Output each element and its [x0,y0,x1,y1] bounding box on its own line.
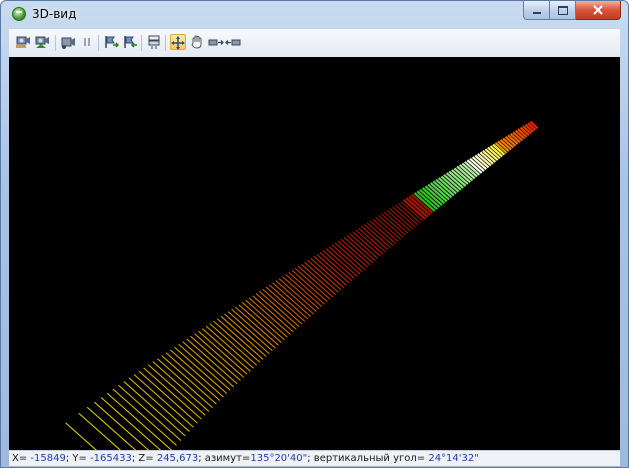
scan-line [113,389,177,445]
vertical-angle-value: 24°14'32" [428,453,479,464]
record-icon [60,34,76,50]
scan-line [279,279,316,312]
flag-back-icon [122,34,138,50]
toolbar [9,29,620,58]
scan-line [273,283,311,317]
scan-line [183,342,234,387]
3d-viewport[interactable] [9,57,620,450]
toolbar-separator [165,35,166,51]
scan-line [311,258,344,287]
app-icon[interactable] [12,7,26,21]
scan-line [370,221,396,244]
scan-line [276,281,314,314]
scan-line [289,272,325,304]
toolbar-separator [55,35,56,51]
window-controls [523,1,621,20]
vertical-angle-label: ; вертикальный угол= [307,453,428,464]
close-icon [593,5,603,15]
window-title: 3D-вид [32,7,76,21]
step-left-button[interactable] [225,34,241,50]
scan-line [308,260,341,290]
terrain-point-cloud [9,57,620,450]
hand-pan-icon [189,34,205,50]
azimuth-label: ; азимут= [198,453,250,464]
scan-line [170,350,223,397]
scan-line [144,368,202,419]
step-left-icon [225,34,241,50]
scan-line [390,209,413,230]
camera-view-1-icon [15,34,31,50]
pause-icon [79,34,95,50]
camera-view-1-button[interactable] [15,34,31,50]
title-bar[interactable]: 3D-вид [1,1,628,29]
scan-line [87,407,156,450]
scan-line [174,347,227,394]
scan-line [282,277,319,310]
y-value: -165433 [90,453,132,464]
hand-pan-button[interactable] [189,34,205,50]
close-button[interactable] [576,1,621,20]
toolbar-separator [141,35,142,51]
camera-view-2-icon [34,34,50,50]
camera-view-2-button[interactable] [34,34,50,50]
scan-line [295,268,330,299]
scan-line [292,270,327,302]
scan-line [162,356,217,404]
scan-line [153,362,209,412]
scan-line [379,216,404,238]
azimuth-value: 135°20'40" [250,453,307,464]
z-label: ; Z= [132,453,157,464]
minimize-button[interactable] [523,1,550,20]
toolbar-separator [98,35,99,51]
scan-line [393,207,416,227]
scan-line [395,205,418,225]
scan-line [381,214,405,236]
move-cross-icon [171,36,185,50]
scan-line [191,336,241,380]
scan-line [387,210,411,231]
layers-icon [146,34,162,50]
move-cross-button[interactable] [170,34,186,50]
minimize-icon [533,12,541,14]
scan-line [301,264,335,294]
scan-line [179,344,231,390]
y-label: ; Y= [66,453,90,464]
scan-line [266,287,305,322]
scan-line [373,219,398,241]
pause-button[interactable] [79,34,95,50]
scan-line [263,289,302,324]
step-right-button[interactable] [208,34,224,50]
scan-line [157,359,212,408]
flag-forward-icon [103,34,119,50]
maximize-icon [558,6,568,15]
status-bar: X= -15849; Y= -165433; Z= 245,673; азиму… [9,450,620,466]
layers-button[interactable] [146,34,162,50]
scan-line [376,217,401,239]
scan-line [166,353,220,401]
scan-line [298,266,333,297]
step-right-icon [208,34,224,50]
flag-forward-button[interactable] [103,34,119,50]
scan-line [148,365,205,416]
scan-line [384,212,408,233]
maximize-button[interactable] [550,1,576,20]
scan-line [269,285,308,319]
scan-line [314,256,347,285]
scan-line [187,339,237,384]
record-button[interactable] [60,34,76,50]
x-label: X= [12,453,30,464]
scan-line [286,274,322,306]
scan-line [305,262,339,292]
flag-back-button[interactable] [122,34,138,50]
z-value: 245,673 [157,453,198,464]
x-value: -15849 [30,453,65,464]
